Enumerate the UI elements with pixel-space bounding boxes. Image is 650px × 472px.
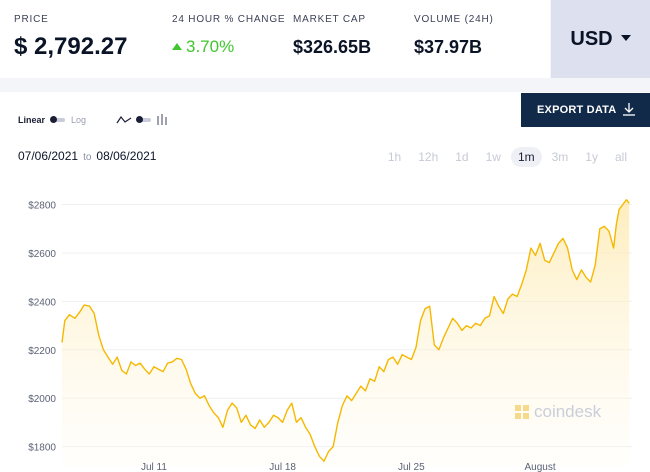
price-label: PRICE [14,14,49,25]
export-data-button[interactable]: EXPORT DATA [521,93,650,127]
toggle-knob [50,116,58,123]
export-label: EXPORT DATA [537,104,617,116]
stats-bar: PRICE $ 2,792.27 24 HOUR % CHANGE 3.70% … [0,0,550,78]
scale-toggle[interactable] [50,116,66,123]
date-to-label: to [83,152,92,163]
coindesk-watermark: coindesk [514,402,601,422]
x-tick-label: August [524,462,555,472]
log-label[interactable]: Log [71,115,87,125]
market-cap-value: $326.65B [293,37,372,57]
range-1h[interactable]: 1h [387,150,402,164]
range-1m[interactable]: 1m [510,147,542,167]
market-cap-label: MARKET CAP [293,14,366,25]
currency-select[interactable]: USD [551,0,650,78]
change-value: 3.70% [186,37,235,56]
volume-label: VOLUME (24H) [414,14,494,25]
header: PRICE $ 2,792.27 24 HOUR % CHANGE 3.70% … [0,0,650,78]
up-arrow-icon [172,43,182,50]
chart-type-toggle [116,114,168,126]
chart-panel: Linear Log EXPORT DATA 07/06/2021 to 08/06… [0,92,650,472]
watermark-text: coindesk [534,402,602,421]
price-stat: PRICE $ 2,792.27 [14,14,127,61]
linear-label[interactable]: Linear [18,115,46,125]
scale-toggle-row: Linear Log [18,112,168,128]
x-tick-label: Jul 18 [269,462,296,472]
price-chart: $1800$2000$2200$2400$2600$2800 Jul 11 Jul… [28,199,632,472]
line-chart-icon[interactable] [116,115,132,125]
range-1y[interactable]: 1y [585,150,598,164]
y-tick-label: $2200 [28,346,56,357]
range-selector: 1h 12h 1d 1w 1m 3m 1y all [378,147,634,167]
download-icon [623,103,635,116]
x-tick-label: Jul 11 [141,462,167,472]
y-axis: $1800 $2000 $2200 $2400 $2600 $2800 [28,201,56,454]
currency-label: USD [570,27,613,50]
y-tick-label: $2400 [28,297,56,308]
volume-value: $37.97B [414,37,483,57]
date-to: 08/06/2021 [96,149,157,163]
price-area [62,199,630,466]
change-stat: 24 HOUR % CHANGE 3.70% [172,14,285,57]
chevron-down-icon [620,35,631,41]
x-axis: Jul 11 Jul 18 Jul 25 August [141,462,556,472]
volume-stat: VOLUME (24H) $37.97B [414,14,494,58]
range-12h[interactable]: 12h [418,150,439,164]
y-tick-label: $2800 [28,201,56,212]
candlestick-icon[interactable] [156,114,168,126]
date-from: 07/06/2021 [18,149,79,163]
change-value-wrap: 3.70% [172,37,285,57]
y-tick-label: $1800 [28,443,56,454]
date-range[interactable]: 07/06/2021 to 08/06/2021 [18,149,156,163]
chart-type-knob [136,116,144,123]
change-label: 24 HOUR % CHANGE [172,14,286,25]
coindesk-logo-icon [515,405,529,419]
market-cap-stat: MARKET CAP $326.65B [293,14,371,58]
x-tick-label: Jul 25 [398,462,425,472]
range-3m[interactable]: 3m [551,150,569,164]
range-1d[interactable]: 1d [455,150,469,164]
range-all[interactable]: all [614,150,627,164]
y-tick-label: $2600 [28,249,56,260]
chart-type-switch[interactable] [136,116,152,123]
price-line [61,199,630,462]
range-1w[interactable]: 1w [485,150,501,164]
y-tick-label: $2000 [28,394,56,405]
price-value: $ 2,792.27 [14,33,128,60]
